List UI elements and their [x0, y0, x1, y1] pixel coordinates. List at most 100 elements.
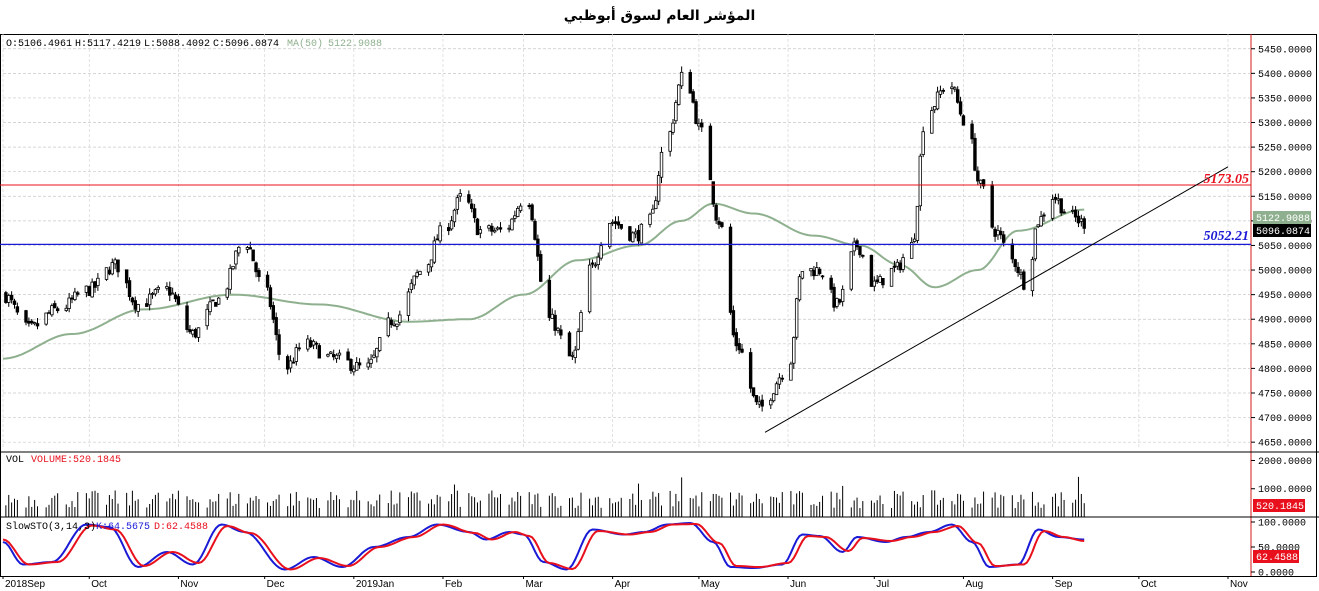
- volume-label: VOL: [6, 455, 24, 466]
- pane-frames: [0, 34, 1319, 577]
- candle-body: [691, 91, 695, 103]
- candle-body: [547, 279, 552, 318]
- volume-badge: [1253, 499, 1305, 512]
- ma-badge-text: 5122.9088: [1256, 214, 1310, 225]
- price-tick-label: 4850.0000: [1258, 340, 1312, 351]
- volume-readout: VOLUME:520.1845: [31, 455, 121, 466]
- candle-body: [133, 300, 137, 310]
- candle-body: [889, 267, 894, 287]
- candle-body: [64, 307, 68, 311]
- candle-body: [539, 254, 543, 282]
- candle-body: [130, 297, 135, 303]
- candle-body: [1010, 243, 1015, 260]
- x-tick-label: Dec: [267, 579, 285, 590]
- ma-badge: [1253, 211, 1311, 224]
- price-tick-label: 5250.0000: [1258, 144, 1312, 155]
- candle-body: [901, 257, 905, 270]
- candle-body: [277, 334, 281, 355]
- candle-body: [596, 256, 600, 266]
- ma-readout: 5122.9088: [328, 39, 382, 50]
- candle-body: [711, 181, 715, 205]
- candle-body: [455, 197, 460, 210]
- candle-body: [211, 299, 215, 302]
- candle-body: [55, 308, 60, 312]
- candle-body: [953, 87, 957, 90]
- moving-average-layer: [2, 202, 1085, 360]
- candle-body: [527, 205, 531, 207]
- candle-body: [447, 227, 451, 232]
- candle-body: [794, 298, 799, 338]
- candle-body: [254, 262, 258, 273]
- candle-body: [337, 352, 342, 356]
- candle-body: [366, 362, 370, 368]
- candle-body: [334, 354, 339, 360]
- candle-body: [941, 89, 946, 92]
- candle-body: [470, 203, 474, 209]
- candle-body: [90, 281, 94, 298]
- price-tick-label: 4700.0000: [1258, 414, 1312, 425]
- candle-body: [812, 269, 816, 277]
- candle-body: [352, 368, 356, 373]
- candle-body: [231, 265, 235, 270]
- candle-body: [518, 205, 523, 212]
- candle-body: [1053, 197, 1058, 200]
- x-tick-label: Nov: [1230, 579, 1248, 590]
- candle-body: [720, 222, 724, 228]
- candle-body: [993, 228, 997, 237]
- candle-body: [973, 137, 977, 171]
- candle-body: [47, 312, 51, 315]
- candle-body: [970, 123, 974, 140]
- candle-body: [415, 272, 419, 277]
- candle-body: [84, 285, 89, 293]
- candle-body: [452, 209, 457, 223]
- candle-body: [861, 254, 865, 257]
- candle-body: [369, 358, 373, 364]
- candle-body: [50, 305, 54, 316]
- candle-body: [478, 229, 483, 234]
- x-tick-label: Feb: [445, 579, 463, 590]
- candle-body: [1073, 209, 1078, 218]
- candle-body: [458, 193, 462, 197]
- outer-frame: [0, 34, 1317, 577]
- candle-body: [32, 322, 37, 325]
- price-tick-label: 4800.0000: [1258, 365, 1312, 376]
- candle-body: [898, 262, 902, 271]
- candle-body: [87, 286, 91, 296]
- candle-body: [308, 340, 313, 348]
- price-tick-label: 5050.0000: [1258, 242, 1312, 253]
- candle-body: [559, 329, 563, 336]
- candle-body: [30, 320, 34, 324]
- candle-body: [7, 295, 11, 303]
- candle-body: [291, 361, 296, 364]
- candle-body: [573, 349, 577, 358]
- candle-body: [490, 225, 494, 232]
- candle-body: [438, 225, 442, 242]
- candle-body: [740, 348, 744, 353]
- candle-body: [570, 354, 575, 357]
- candle-body: [156, 287, 160, 290]
- x-tick-label: Sep: [1055, 579, 1073, 590]
- candle-body: [797, 276, 802, 301]
- candle-body: [96, 277, 100, 286]
- candle-body: [4, 292, 8, 303]
- candle-body: [737, 343, 741, 351]
- candle-body: [311, 340, 316, 346]
- candle-body: [185, 305, 189, 330]
- candle-body: [274, 317, 278, 336]
- candle-body: [475, 218, 480, 236]
- candle-body: [792, 337, 796, 364]
- candle-body: [196, 327, 201, 338]
- candle-body: [633, 231, 638, 235]
- candle-body: [375, 347, 379, 358]
- candle-body: [498, 227, 503, 230]
- candle-body: [950, 86, 954, 89]
- support-label: 5052.21: [1204, 229, 1250, 244]
- candle-body: [697, 123, 701, 127]
- candle-body: [930, 110, 934, 134]
- candle-body: [435, 238, 439, 241]
- candle-body: [288, 360, 293, 369]
- candle-body: [628, 226, 632, 241]
- candle-body: [639, 223, 644, 244]
- candle-body: [265, 274, 270, 288]
- candle-body: [53, 303, 57, 309]
